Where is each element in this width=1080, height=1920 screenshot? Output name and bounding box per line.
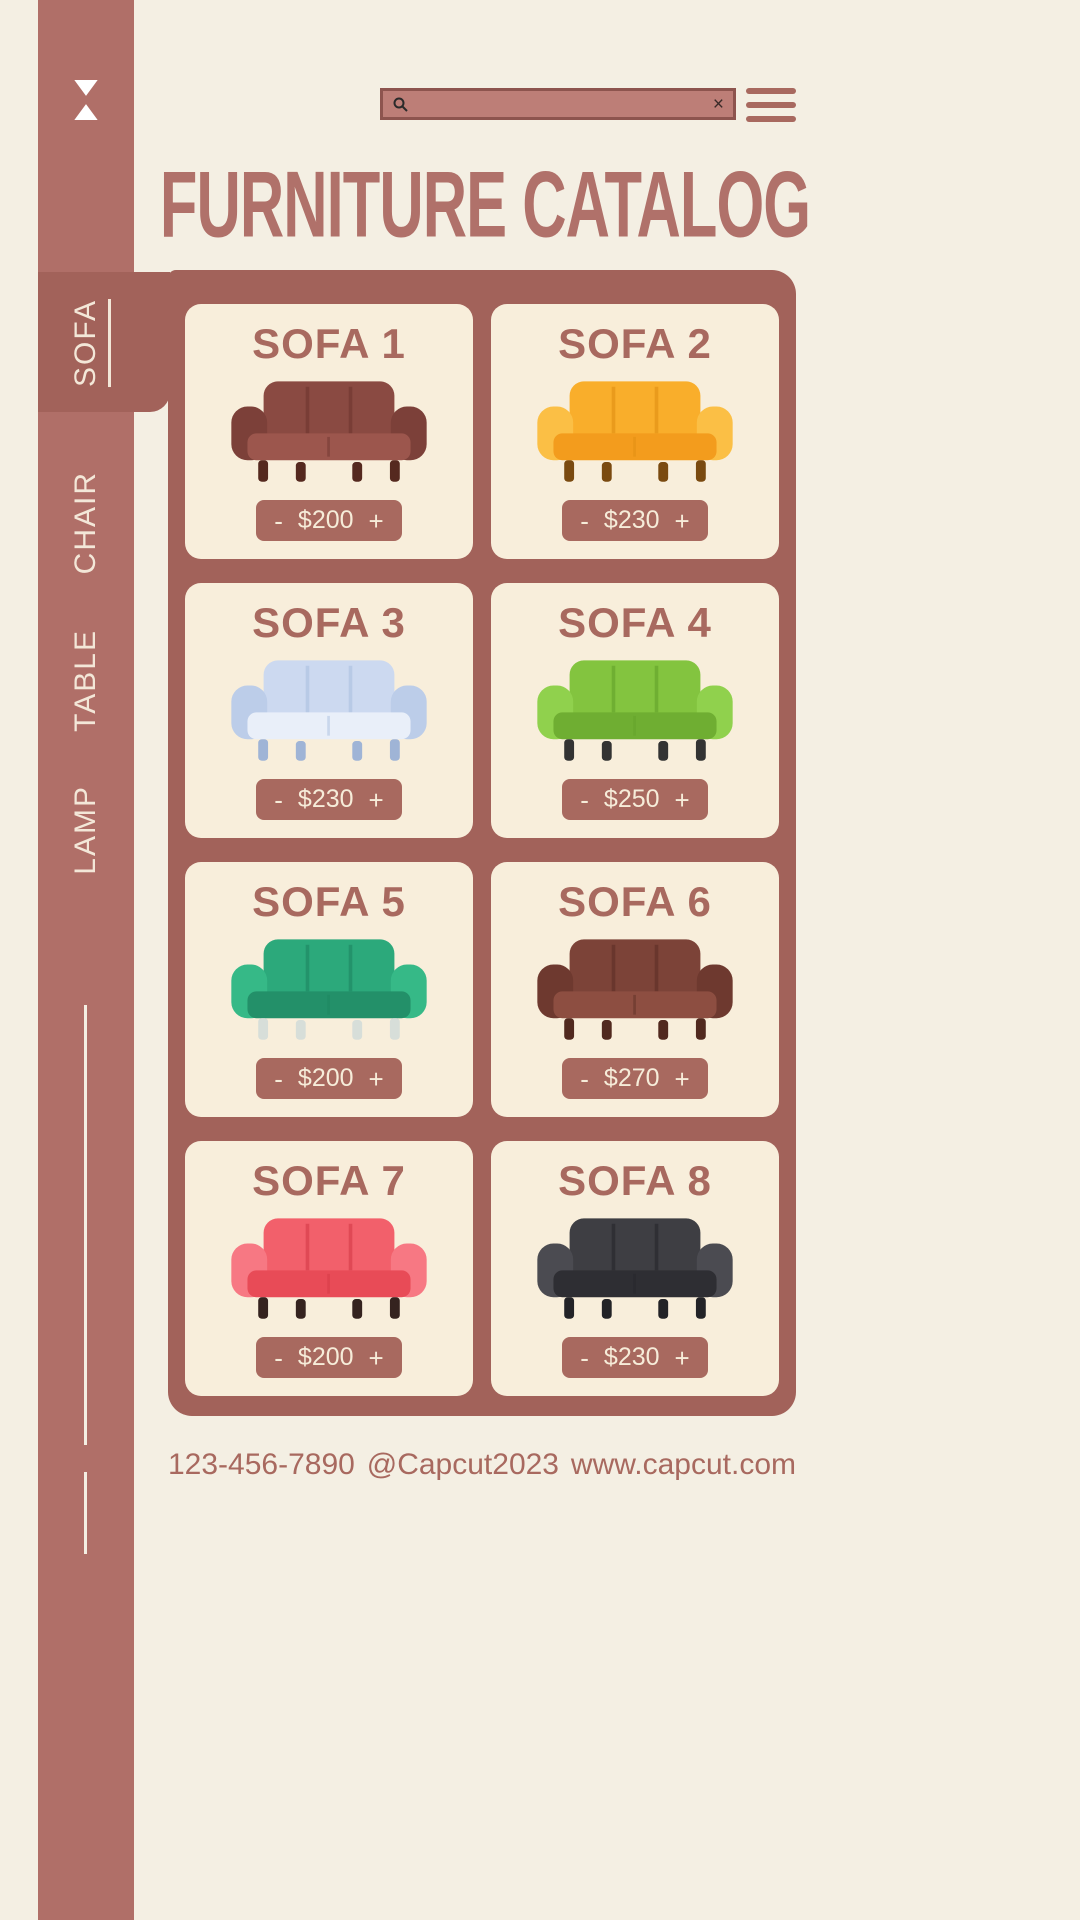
sidebar-item-lamp[interactable]: LAMP	[38, 767, 134, 893]
sidebar-item-label: TABLE	[69, 628, 102, 732]
decrease-button[interactable]: -	[274, 1063, 283, 1094]
sofa-illustration	[529, 1213, 741, 1325]
price-stepper: - $270 +	[562, 1058, 708, 1099]
price-value: $270	[603, 1064, 660, 1092]
capcut-logo-icon	[38, 74, 134, 126]
product-title: SOFA 1	[252, 320, 406, 367]
increase-button[interactable]: +	[674, 505, 690, 536]
decrease-button[interactable]: -	[274, 1342, 283, 1373]
price-stepper: - $200 +	[256, 1337, 402, 1378]
sofa-illustration	[223, 655, 435, 767]
price-stepper: - $200 +	[256, 500, 402, 541]
magnifier-icon	[393, 97, 408, 112]
price-stepper: - $200 +	[256, 1058, 402, 1099]
footer: 123-456-7890 @Capcut2023 www.capcut.com	[168, 1448, 796, 1482]
sidebar-divider-line	[84, 1472, 87, 1554]
product-card[interactable]: SOFA 1 - $200 +	[185, 304, 473, 559]
product-title: SOFA 8	[558, 1157, 712, 1204]
product-title: SOFA 5	[252, 878, 406, 925]
product-title: SOFA 3	[252, 599, 406, 646]
product-card[interactable]: SOFA 7 - $200 +	[185, 1141, 473, 1396]
sidebar-item-table[interactable]: TABLE	[38, 617, 134, 743]
product-title: SOFA 2	[558, 320, 712, 367]
increase-button[interactable]: +	[368, 505, 384, 536]
increase-button[interactable]: +	[674, 1342, 690, 1373]
increase-button[interactable]: +	[674, 784, 690, 815]
price-stepper: - $250 +	[562, 779, 708, 820]
product-card[interactable]: SOFA 5 - $200 +	[185, 862, 473, 1117]
sofa-illustration	[223, 934, 435, 1046]
sofa-illustration	[223, 1213, 435, 1325]
decrease-button[interactable]: -	[274, 505, 283, 536]
decrease-button[interactable]: -	[274, 784, 283, 815]
search-bar[interactable]: ×	[380, 88, 736, 120]
social-handle: @Capcut2023	[366, 1448, 559, 1481]
search-input[interactable]	[415, 94, 707, 114]
sofa-illustration	[529, 376, 741, 488]
price-stepper: - $230 +	[256, 779, 402, 820]
product-title: SOFA 7	[252, 1157, 406, 1204]
increase-button[interactable]: +	[368, 1063, 384, 1094]
sidebar-item-chair[interactable]: CHAIR	[38, 460, 134, 586]
product-title: SOFA 4	[558, 599, 712, 646]
phone-number: 123-456-7890	[168, 1448, 355, 1481]
product-card[interactable]: SOFA 8 - $230 +	[491, 1141, 779, 1396]
sofa-illustration	[529, 655, 741, 767]
price-value: $230	[297, 785, 354, 813]
website-link[interactable]: www.capcut.com	[570, 1448, 796, 1481]
product-card[interactable]: SOFA 3 - $230 +	[185, 583, 473, 838]
sidebar-item-label: LAMP	[69, 785, 102, 875]
decrease-button[interactable]: -	[580, 1063, 589, 1094]
active-tab-highlight	[38, 272, 170, 412]
product-card[interactable]: SOFA 2 - $230 +	[491, 304, 779, 559]
price-value: $200	[297, 1064, 354, 1092]
increase-button[interactable]: +	[368, 1342, 384, 1373]
decrease-button[interactable]: -	[580, 1342, 589, 1373]
increase-button[interactable]: +	[674, 1063, 690, 1094]
price-value: $230	[603, 506, 660, 534]
product-title: SOFA 6	[558, 878, 712, 925]
sofa-illustration	[223, 376, 435, 488]
close-icon[interactable]: ×	[712, 93, 724, 115]
price-stepper: - $230 +	[562, 500, 708, 541]
price-value: $200	[297, 506, 354, 534]
decrease-button[interactable]: -	[580, 505, 589, 536]
sidebar-item-label: CHAIR	[69, 471, 102, 575]
sidebar-divider-line	[84, 1005, 87, 1445]
sidebar-item-label: SOFA	[69, 298, 102, 388]
price-stepper: - $230 +	[562, 1337, 708, 1378]
decrease-button[interactable]: -	[580, 784, 589, 815]
price-value: $230	[603, 1343, 660, 1371]
page-title: FURNITURE CATALOG	[159, 151, 811, 257]
product-card[interactable]: SOFA 6 - $270 +	[491, 862, 779, 1117]
increase-button[interactable]: +	[368, 784, 384, 815]
product-card[interactable]: SOFA 4 - $250 +	[491, 583, 779, 838]
price-value: $250	[603, 785, 660, 813]
price-value: $200	[297, 1343, 354, 1371]
sidebar-item-sofa[interactable]: SOFA	[38, 280, 134, 406]
product-grid: SOFA 1 - $200 + SOFA 2 - $230 + SOFA 3	[168, 270, 796, 1416]
sofa-illustration	[529, 934, 741, 1046]
catalog-panel: SOFA 1 - $200 + SOFA 2 - $230 + SOFA 3	[168, 270, 796, 1416]
hamburger-menu-icon[interactable]	[746, 88, 796, 122]
